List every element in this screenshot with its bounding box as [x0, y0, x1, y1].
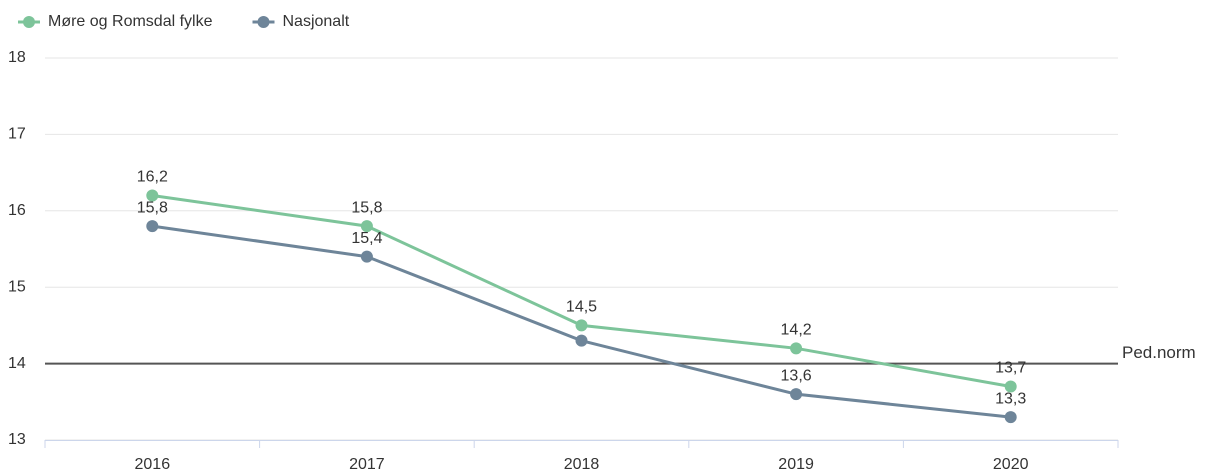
y-tick-label: 14 — [8, 355, 26, 372]
reference-line-label: Ped.norm — [1122, 343, 1196, 362]
data-point — [1004, 411, 1017, 424]
y-tick-label: 15 — [8, 278, 26, 295]
data-label: 13,6 — [781, 367, 812, 384]
x-tick-label: 2017 — [349, 456, 385, 473]
data-label: 13,7 — [995, 360, 1026, 377]
series-line — [152, 194, 1011, 388]
data-point — [146, 189, 159, 202]
data-label: 14,5 — [566, 299, 597, 316]
x-tick-label: 2018 — [564, 456, 600, 473]
data-label: 13,3 — [995, 390, 1026, 407]
data-point — [1004, 380, 1017, 393]
x-tick-label: 2020 — [993, 456, 1029, 473]
x-tick-label: 2016 — [135, 456, 171, 473]
data-point — [790, 342, 803, 355]
y-tick-label: 13 — [8, 431, 26, 448]
data-point — [575, 319, 588, 332]
legend-symbol — [257, 16, 270, 28]
legend-label: Møre og Romsdal fylke — [48, 13, 213, 30]
y-tick-label: 18 — [8, 49, 26, 66]
legend-label: Nasjonalt — [283, 13, 350, 30]
data-label: 15,8 — [137, 199, 168, 216]
data-point — [360, 220, 373, 233]
data-label: 14,2 — [781, 322, 812, 339]
y-tick-label: 17 — [8, 126, 26, 143]
data-point — [575, 334, 588, 347]
data-label: 15,4 — [351, 230, 382, 247]
legend-symbol — [23, 16, 35, 28]
data-label: 16,2 — [137, 169, 168, 186]
data-point — [146, 220, 159, 233]
x-tick-label: 2019 — [778, 456, 814, 473]
data-point — [790, 388, 803, 401]
y-tick-label: 16 — [8, 202, 26, 219]
data-label: 15,8 — [351, 199, 382, 216]
data-point — [360, 250, 373, 263]
